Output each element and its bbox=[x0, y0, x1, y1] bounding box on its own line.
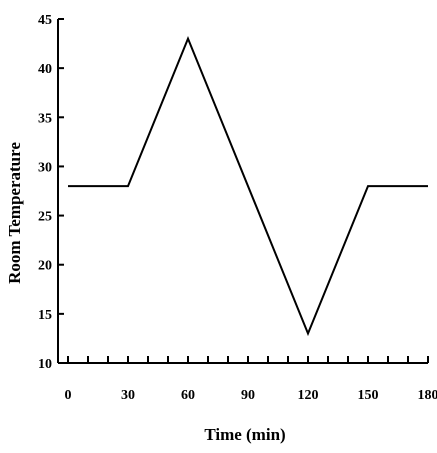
y-tick-label-20: 20 bbox=[38, 259, 52, 274]
y-tick-label-10: 10 bbox=[38, 357, 52, 372]
x-ticks bbox=[67, 356, 429, 363]
y-tick-label-40: 40 bbox=[38, 62, 52, 77]
series-group bbox=[67, 36, 429, 337]
x-tick-label-120: 120 bbox=[298, 388, 319, 403]
x-tick-labels: 0 30 60 90 120 150 180 bbox=[65, 388, 437, 403]
y-axis-title: Room Temperature bbox=[5, 142, 24, 284]
x-tick-label-0: 0 bbox=[65, 388, 72, 403]
y-tick-label-35: 35 bbox=[38, 111, 52, 126]
x-axis-title: Time (min) bbox=[204, 425, 285, 444]
axes bbox=[57, 19, 428, 364]
y-tick-label-30: 30 bbox=[38, 160, 52, 175]
x-tick-label-90: 90 bbox=[241, 388, 255, 403]
series-line-0 bbox=[68, 36, 428, 337]
y-tick-labels: 10 15 20 25 30 35 40 45 bbox=[38, 13, 52, 372]
y-tick-label-25: 25 bbox=[38, 210, 52, 225]
y-tick-label-45: 45 bbox=[38, 13, 52, 28]
x-tick-label-30: 30 bbox=[121, 388, 135, 403]
y-ticks bbox=[58, 18, 64, 364]
x-tick-label-150: 150 bbox=[358, 388, 379, 403]
x-tick-label-60: 60 bbox=[181, 388, 195, 403]
y-tick-label-15: 15 bbox=[38, 308, 52, 323]
x-tick-label-180: 180 bbox=[418, 388, 437, 403]
